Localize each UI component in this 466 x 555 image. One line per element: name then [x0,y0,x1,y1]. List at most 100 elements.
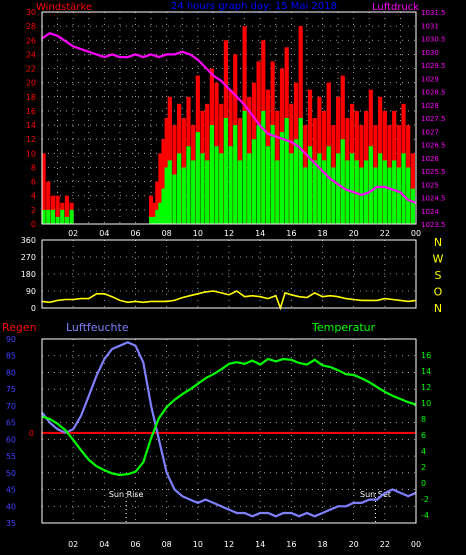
wind-average-bar [161,188,166,224]
rain-tick-label: 0 [29,429,34,438]
chart-title: 24 hours graph day: 15 Mai 2018 [171,1,337,12]
wind-average-bar [50,209,56,224]
wind-average-bar [256,125,261,224]
wind-average-bar [191,160,196,224]
wind-gust-bar [158,153,163,224]
compass-label: N [434,236,442,249]
pressure-axis-title: Luftdruck [372,2,419,13]
humidity-time-ticks: 02 04 06 08 10 12 14 16 18 20 22 00 [68,540,421,549]
wind-average-bar [164,167,169,224]
wind-average-bar [64,216,70,224]
wind-average-bar [303,167,308,224]
wind-average-bar [382,160,387,224]
pressure-y-tick: 1029 [421,75,439,83]
pressure-y-tick: 1030 [421,49,439,57]
direction-panel-frame [41,239,417,309]
temperature-line [41,357,417,477]
legend-temperature: Temperatur [311,321,376,334]
humidity-y-tick: 55 [6,452,16,461]
humidity-y-ticks: 35 40 45 50 55 60 65 70 75 80 85 90 [6,335,16,528]
wind-direction-line [41,290,417,311]
wind-average-bar [392,160,397,224]
wind-average-bar [41,209,46,224]
temperature-y-tick: 14 [421,367,431,376]
wind-average-bar [55,216,60,224]
wind-average-bar [237,160,243,224]
time-tick-label: 14 [255,540,265,549]
temperature-y-tick: 10 [421,399,431,408]
wind-average-bar [270,125,275,224]
wind-average-bar [368,146,373,224]
pressure-y-tick: 1031.5 [421,9,446,17]
time-tick-label: 04 [99,540,109,549]
wind-average-bar [158,202,163,224]
wind-average-bar [219,153,224,224]
wind-y-tick: 10 [26,149,36,158]
wind-average-bar [335,153,341,224]
wind-average-bar [214,146,219,224]
wind-gust-bar [161,139,166,224]
temperature-y-tick: 2 [421,463,426,472]
time-tick-label: 22 [380,540,390,549]
wind-y-tick: 30 [26,8,36,17]
wind-average-bar [181,167,186,224]
time-tick-label: 18 [317,540,327,549]
time-tick-label: 02 [68,540,78,549]
wind-y-tick: 4 [31,192,36,201]
pressure-y-tick: 1029.5 [421,62,446,70]
direction-y-tick: 270 [21,253,36,262]
direction-y-tick: 90 [26,287,36,296]
humidity-y-tick: 75 [6,385,16,394]
time-tick-label: 08 [162,229,172,238]
time-tick-label: 12 [224,540,234,549]
humidity-y-tick: 40 [6,502,16,511]
wind-average-bar [321,160,327,224]
sun-marker-label: Sun Rise [109,490,144,499]
time-tick-label: 16 [286,540,296,549]
humidity-y-tick: 85 [6,352,16,361]
wind-average-bar [200,153,205,224]
time-tick-label: 00 [411,229,421,238]
humidity-y-tick: 35 [6,519,16,528]
wind-average-bar [396,167,401,224]
wind-average-bar [209,125,214,224]
pressure-y-tick: 1026.5 [421,142,446,150]
rain-tick: 0 [29,429,34,438]
wind-average-bar [177,153,182,224]
wind-average-bar [275,160,280,224]
humidity-line [41,341,417,518]
humidity-y-tick: 80 [6,368,16,377]
humidity-y-tick: 70 [6,402,16,411]
pressure-y-tick: 1027.5 [421,115,446,123]
humidity-panel-frame [41,338,417,524]
pressure-y-tick: 1027 [421,128,439,136]
wind-average-bar [247,153,252,224]
wind-average-bar [387,167,392,224]
time-tick-label: 10 [193,229,203,238]
time-tick-label: 14 [255,229,265,238]
temperature-y-tick: -4 [421,511,429,520]
time-tick-label: 08 [162,540,172,549]
wind-y-tick: 2 [31,206,36,215]
time-tick-label: 06 [130,540,140,549]
time-tick-label: 10 [193,540,203,549]
time-tick-label: 04 [99,229,109,238]
temperature-y-tick: 6 [421,431,426,440]
wind-average-bar [331,167,336,224]
wind-gust-bar [172,125,177,224]
pressure-line [41,31,417,204]
wind-gust-bar [410,153,415,224]
wind-y-tick: 20 [26,79,36,88]
wind-average-bar [289,153,294,224]
time-tick-label: 12 [224,229,234,238]
wind-average-bar [284,118,289,224]
compass-label: S [435,269,442,282]
compass-label: N [434,302,442,315]
wind-average-bar [228,146,233,224]
wind-average-bar [317,153,322,224]
sun-marker-label: Sun Set [360,490,391,499]
wind-y-tick: 8 [31,163,36,172]
